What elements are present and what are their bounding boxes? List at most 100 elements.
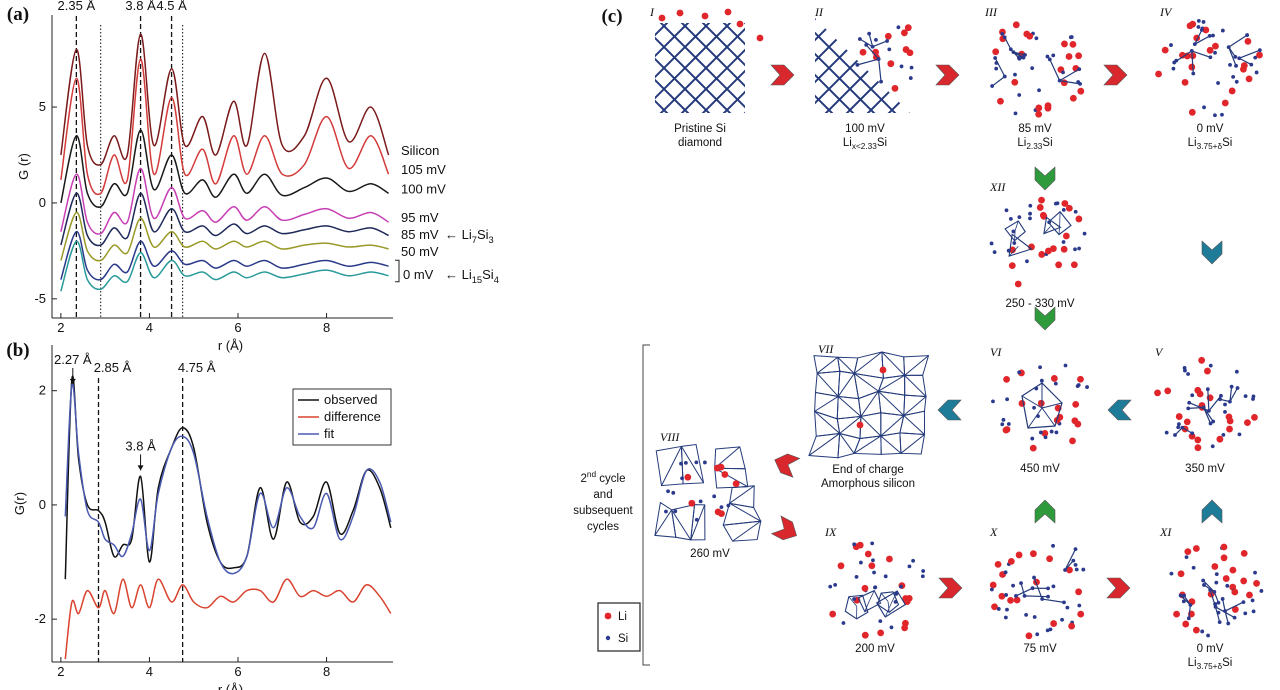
li-atom [868, 562, 876, 570]
li-atom [1077, 375, 1084, 383]
bond [1021, 395, 1043, 409]
series-label: 100 mV [401, 181, 446, 196]
si-atom [1178, 593, 1183, 598]
series-label: 85 mV [401, 227, 439, 242]
mesh-edge [903, 415, 925, 435]
node-caption: 100 mV [845, 123, 885, 135]
si-atom [1008, 217, 1013, 221]
cycle-bracket [642, 344, 650, 666]
si-atom [679, 461, 683, 466]
bond [884, 603, 892, 618]
bond [1215, 606, 1235, 619]
bond [1004, 37, 1012, 50]
si-atom [1216, 81, 1220, 85]
mesh-edge [837, 396, 862, 417]
li-atom [1028, 243, 1035, 251]
si-atom [1062, 600, 1066, 605]
bond [1064, 548, 1077, 571]
lattice-line [655, 23, 745, 113]
bond [872, 40, 888, 48]
y-axis-label: G (r) [16, 153, 31, 180]
si-atom [1206, 633, 1210, 638]
si-atom [1045, 628, 1050, 633]
si-atom [883, 574, 888, 579]
si-atom [1055, 201, 1060, 206]
li-atom [1189, 52, 1197, 60]
mesh-edge [837, 373, 855, 397]
bond [1202, 580, 1215, 593]
x-tick-label: 6 [234, 320, 241, 335]
mesh-edge [729, 485, 755, 504]
bond [1014, 230, 1016, 241]
si-atom [1049, 429, 1054, 434]
si-atom [1237, 432, 1242, 437]
si-atom [1208, 588, 1213, 592]
li-atom [684, 473, 692, 481]
si-atom [1030, 436, 1035, 441]
si-atom [1253, 55, 1258, 60]
si-atom [1001, 417, 1006, 422]
text-part: Si [877, 137, 887, 149]
li-atom [1188, 63, 1196, 71]
li-atom [884, 32, 892, 40]
si-atom [1077, 603, 1082, 608]
bond [1228, 34, 1248, 48]
li-atom [1183, 52, 1191, 60]
li-atom [1206, 46, 1214, 54]
si-atom [1213, 113, 1217, 118]
x-tick-label: 6 [234, 664, 241, 679]
shifted-part: nd [587, 470, 597, 479]
x-axis-label: r (Å) [218, 338, 243, 353]
text-part: Si [1042, 137, 1052, 149]
process-arrow [1201, 499, 1223, 524]
reference-label: 2.85 Å [94, 360, 132, 375]
si-atom [1172, 60, 1177, 65]
si-atom [1032, 405, 1036, 410]
li-atom [714, 508, 722, 516]
li-atom [1012, 21, 1020, 29]
si-atom [1038, 365, 1042, 370]
si-atom [1011, 583, 1015, 588]
si-atom [1003, 615, 1008, 620]
li-atom [1253, 579, 1260, 587]
series-bracket [395, 259, 400, 283]
node-caption: 75 mV [1023, 643, 1057, 655]
li-atom [1192, 545, 1200, 552]
bond [1058, 223, 1061, 235]
bond [1027, 407, 1043, 429]
shifted-part: 2.33 [1026, 142, 1042, 151]
si-atom [1024, 613, 1029, 617]
text-part: 2 [580, 473, 586, 485]
cluster [857, 589, 882, 613]
lattice [655, 23, 745, 113]
li-atom [1181, 78, 1189, 86]
li-atom [856, 421, 864, 429]
si-atom [1032, 615, 1037, 619]
annotation-label: 3.8 Å [125, 438, 156, 453]
series-line [64, 383, 392, 575]
node-caption: diamond [678, 137, 722, 149]
li-atom [859, 48, 867, 56]
li-atom [1035, 104, 1043, 112]
li-atom [1189, 20, 1197, 28]
mesh-edge [878, 374, 905, 392]
mesh-edge [816, 356, 838, 374]
si-atom [1032, 575, 1036, 580]
si-atom [1051, 584, 1056, 589]
legend-label: observed [324, 392, 377, 407]
si-atom [1205, 387, 1210, 392]
si-atom [1214, 580, 1219, 585]
text-part: Si [1222, 137, 1232, 149]
li-atom [1003, 426, 1011, 433]
li-atom [658, 14, 666, 22]
li-atom [721, 471, 729, 478]
li-atom [1037, 399, 1045, 407]
mesh-cell [690, 504, 706, 541]
li-atom [1038, 251, 1046, 258]
si-atom [1006, 422, 1011, 426]
li-atom [1065, 53, 1073, 60]
cluster [1047, 210, 1072, 236]
si-atom [1017, 215, 1022, 220]
x-tick-label: 2 [57, 664, 64, 679]
si-atom [889, 625, 894, 630]
